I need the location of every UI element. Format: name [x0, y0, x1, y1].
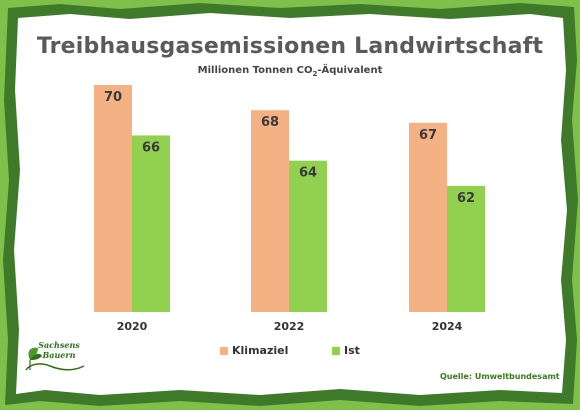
legend-item-ist: Ist	[332, 344, 360, 357]
legend-item-klimaziel: Klimaziel	[220, 344, 288, 357]
leaf-sprout-icon	[25, 347, 85, 371]
bar-klimaziel-2022	[251, 110, 289, 312]
x-tick-label-2022: 2022	[274, 320, 305, 333]
x-tick-label-2024: 2024	[432, 320, 463, 333]
subtitle-prefix: Millionen Tonnen CO	[197, 65, 313, 76]
legend: Klimaziel Ist	[0, 344, 580, 360]
data-label-ist-2022: 64	[299, 166, 317, 181]
legend-label-ist: Ist	[344, 344, 360, 357]
legend-swatch-ist	[332, 346, 340, 355]
source-note: Quelle: Umweltbundesamt	[440, 372, 560, 381]
chart-title: Treibhausgasemissionen Landwirtschaft	[36, 34, 544, 59]
data-label-ist-2024: 62	[457, 191, 475, 206]
bar-ist-2020	[132, 135, 170, 312]
data-label-ist-2020: 66	[142, 140, 160, 155]
bar-ist-2024	[447, 185, 485, 312]
legend-swatch-klimaziel	[220, 346, 228, 355]
data-label-klimaziel-2020: 70	[104, 90, 122, 105]
chart-subtitle: Millionen Tonnen CO2-Äquivalent	[0, 65, 580, 78]
data-label-klimaziel-2022: 68	[261, 115, 279, 130]
data-label-klimaziel-2024: 67	[419, 128, 437, 143]
bar-klimaziel-2020	[94, 85, 132, 312]
logo-line-2: Bauern	[42, 350, 76, 360]
subtitle-suffix: -Äquivalent	[317, 65, 383, 76]
bar-ist-2022	[289, 160, 327, 312]
logo-line-1: Sachsens	[38, 340, 80, 350]
bar-klimaziel-2024	[409, 122, 447, 312]
logo-text: Sachsens Bauern	[28, 340, 90, 360]
x-tick-label-2020: 2020	[117, 320, 148, 333]
subtitle-subscript: 2	[312, 70, 318, 78]
legend-label-klimaziel: Klimaziel	[232, 344, 289, 357]
